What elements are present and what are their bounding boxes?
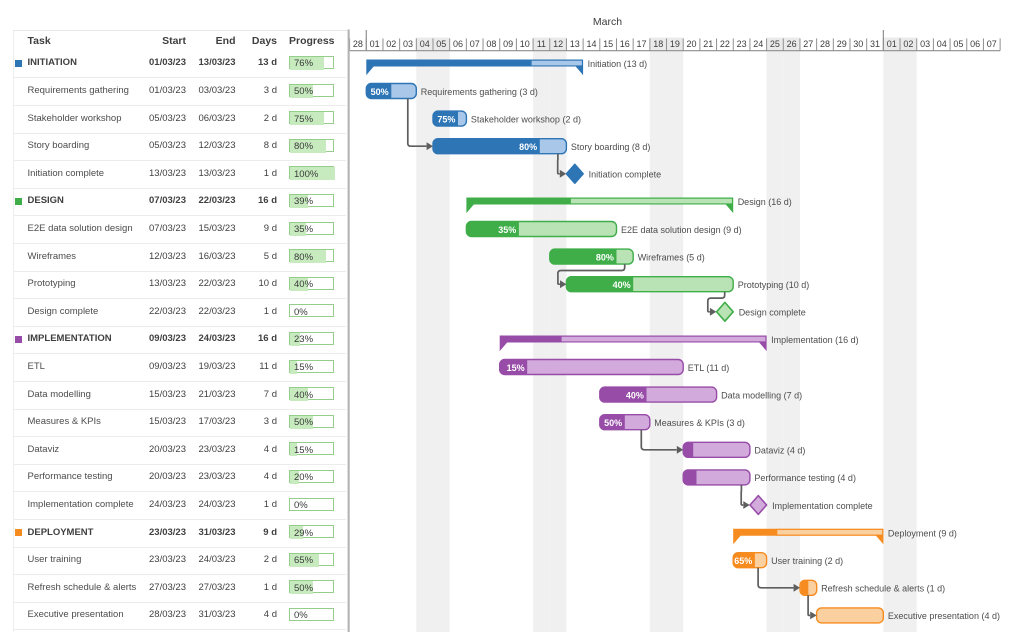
svg-text:23: 23	[737, 39, 747, 49]
svg-text:05: 05	[436, 39, 446, 49]
svg-text:26: 26	[787, 39, 797, 49]
svg-text:Stakeholder workshop (2 d): Stakeholder workshop (2 d)	[471, 114, 581, 124]
svg-text:E2E data solution design (9 d): E2E data solution design (9 d)	[621, 225, 742, 235]
svg-text:03: 03	[403, 39, 413, 49]
svg-text:Story boarding (8 d): Story boarding (8 d)	[571, 142, 651, 152]
svg-text:Deployment (9 d): Deployment (9 d)	[888, 528, 957, 538]
svg-text:19: 19	[670, 39, 680, 49]
svg-text:Measures & KPIs (3 d): Measures & KPIs (3 d)	[654, 418, 745, 428]
svg-text:28: 28	[820, 39, 830, 49]
svg-text:13: 13	[570, 39, 580, 49]
svg-text:40%: 40%	[626, 390, 644, 400]
svg-text:75%: 75%	[437, 114, 455, 124]
svg-text:04: 04	[420, 39, 430, 49]
svg-text:50%: 50%	[604, 418, 622, 428]
svg-text:08: 08	[486, 39, 496, 49]
svg-text:27: 27	[803, 39, 813, 49]
svg-text:Initiation complete: Initiation complete	[589, 170, 662, 180]
svg-text:21: 21	[703, 39, 713, 49]
svg-text:65%: 65%	[734, 556, 752, 566]
svg-text:80%: 80%	[596, 252, 614, 262]
svg-text:40%: 40%	[613, 280, 631, 290]
svg-text:Implementation (16 d): Implementation (16 d)	[771, 335, 859, 345]
svg-text:30: 30	[853, 39, 863, 49]
svg-text:ETL (11 d): ETL (11 d)	[688, 363, 730, 373]
svg-text:06: 06	[970, 39, 980, 49]
svg-text:12: 12	[553, 39, 563, 49]
svg-text:Initiation (13 d): Initiation (13 d)	[588, 59, 648, 69]
svg-text:User training (2 d): User training (2 d)	[771, 556, 843, 566]
svg-text:02: 02	[903, 39, 913, 49]
svg-text:05: 05	[953, 39, 963, 49]
svg-text:Data modelling (7 d): Data modelling (7 d)	[721, 390, 802, 400]
svg-text:29: 29	[837, 39, 847, 49]
svg-text:11: 11	[537, 39, 546, 49]
svg-text:March: March	[593, 16, 622, 28]
svg-text:01: 01	[370, 39, 380, 49]
svg-text:Design complete: Design complete	[739, 308, 806, 318]
svg-text:Implementation complete: Implementation complete	[772, 501, 873, 511]
svg-text:Design (16 d): Design (16 d)	[738, 197, 792, 207]
svg-text:16: 16	[620, 39, 630, 49]
svg-text:20: 20	[686, 39, 696, 49]
svg-text:25: 25	[770, 39, 780, 49]
svg-text:Performance testing (4 d): Performance testing (4 d)	[754, 473, 856, 483]
svg-text:09: 09	[503, 39, 513, 49]
svg-text:18: 18	[653, 39, 663, 49]
svg-text:Dataviz (4 d): Dataviz (4 d)	[754, 446, 805, 456]
svg-text:15%: 15%	[507, 363, 525, 373]
svg-text:04: 04	[937, 39, 947, 49]
svg-text:03: 03	[920, 39, 930, 49]
svg-text:22: 22	[720, 39, 730, 49]
svg-text:01: 01	[887, 39, 897, 49]
svg-text:35%: 35%	[498, 225, 516, 235]
svg-text:17: 17	[636, 39, 646, 49]
svg-text:14: 14	[586, 39, 596, 49]
svg-text:28: 28	[353, 39, 363, 49]
svg-text:15: 15	[603, 39, 613, 49]
svg-text:50%: 50%	[371, 87, 389, 97]
svg-text:Wireframes (5 d): Wireframes (5 d)	[638, 252, 705, 262]
svg-text:06: 06	[453, 39, 463, 49]
svg-text:24: 24	[753, 39, 763, 49]
svg-text:07: 07	[987, 39, 997, 49]
svg-text:07: 07	[470, 39, 480, 49]
svg-text:10: 10	[520, 39, 530, 49]
svg-text:31: 31	[870, 39, 880, 49]
svg-text:Requirements gathering (3 d): Requirements gathering (3 d)	[421, 87, 538, 97]
svg-text:Refresh schedule & alerts (1 d: Refresh schedule & alerts (1 d)	[821, 584, 945, 594]
svg-text:Prototyping (10 d): Prototyping (10 d)	[738, 280, 810, 290]
svg-text:80%: 80%	[519, 142, 537, 152]
svg-text:02: 02	[386, 39, 396, 49]
svg-text:Executive presentation (4 d): Executive presentation (4 d)	[888, 611, 1000, 621]
